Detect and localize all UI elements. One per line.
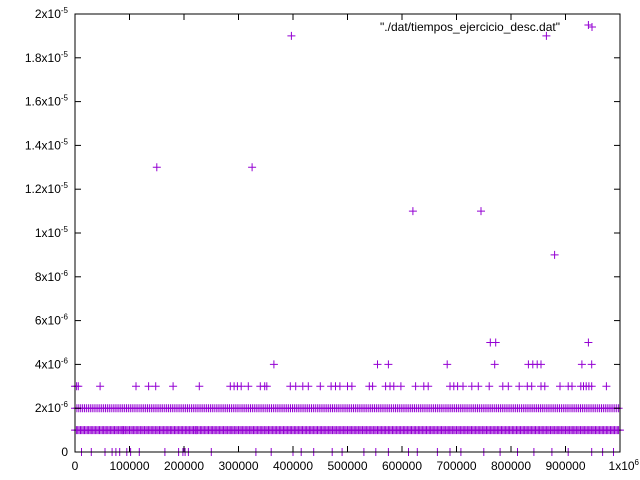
data-point: [169, 382, 178, 391]
data-point: [490, 360, 499, 369]
data-point: [584, 21, 593, 29]
data-point: [316, 382, 325, 391]
data-point: [577, 360, 586, 369]
legend-marker: [588, 23, 596, 31]
data-point: [556, 382, 564, 391]
data-point: [584, 338, 593, 347]
data-point: [602, 382, 611, 391]
data-point: [152, 163, 161, 172]
data-point: [485, 382, 494, 391]
data-point: [144, 382, 153, 391]
data-point: [291, 382, 300, 391]
data-point: [550, 250, 559, 259]
data-point: [396, 382, 405, 391]
y-tick-label: 1.4x10-5: [25, 137, 69, 152]
data-point: [474, 382, 483, 391]
data-point: [335, 382, 344, 391]
data-point: [119, 426, 127, 435]
legend-marker-plus: [588, 23, 596, 31]
data-point: [540, 382, 549, 391]
y-tick-label: 4x10-6: [35, 356, 69, 371]
data-point: [408, 207, 417, 216]
data-point: [287, 31, 296, 40]
data-point: [151, 382, 160, 391]
legend: "./dat/tiempos_ejercicio_desc.dat": [380, 20, 596, 34]
data-point: [304, 382, 313, 391]
data-point: [248, 163, 257, 172]
axis-ticks: [74, 13, 621, 453]
y-tick-label: 2x10-6: [35, 400, 69, 415]
data-point: [132, 382, 140, 391]
x-tick-label: 0: [72, 459, 79, 473]
y-tick-label: 1x10-5: [35, 225, 69, 240]
x-tick-label: 600000: [382, 459, 422, 473]
data-point: [424, 382, 433, 391]
x-tick-label: 200000: [164, 459, 204, 473]
x-tick-label: 700000: [436, 459, 476, 473]
y-tick-label: 1.2x10-5: [25, 181, 69, 196]
data-point: [269, 360, 278, 369]
x-tick-label: 800000: [491, 459, 531, 473]
x-tick-labels: 0 100000 200000 300000 400000 500000 600000 700…: [72, 458, 640, 473]
y-tick-label: 8x10-6: [35, 269, 69, 284]
data-point: [527, 382, 536, 391]
data-point: [504, 382, 513, 391]
x-tick-label: 400000: [273, 459, 313, 473]
legend-label: "./dat/tiempos_ejercicio_desc.dat": [380, 20, 560, 34]
data-point: [192, 426, 200, 435]
data-point: [491, 338, 500, 347]
data-point: [411, 382, 420, 391]
y-tick-labels: 0 2x10-6 4x10-6 6x10-6 8x10-6 1x10-5 1.2x10-5 1…: [25, 6, 69, 459]
data-point: [459, 382, 467, 391]
data-point: [587, 360, 596, 369]
data-point: [373, 360, 382, 369]
x-tick-label: 900000: [545, 459, 585, 473]
data-point: [389, 382, 398, 391]
x-tick-label: 500000: [327, 459, 367, 473]
x-tick-label: 1x106: [609, 458, 640, 473]
y-tick-label: 6x10-6: [35, 313, 69, 328]
data-point: [368, 382, 377, 391]
data-point: [244, 382, 253, 391]
data-point: [515, 382, 524, 391]
data-point: [237, 382, 246, 391]
data-point: [587, 382, 596, 391]
data-point: [384, 360, 393, 369]
data-point: [443, 360, 452, 369]
data-point: [96, 382, 105, 391]
y-tick-label: 2x10-5: [35, 6, 69, 21]
data-point: [568, 382, 576, 391]
data-point: [262, 382, 271, 391]
data-point: [195, 382, 204, 391]
x-tick-label: 100000: [109, 459, 149, 473]
y-tick-label: 0: [61, 445, 68, 459]
y-tick-label: 1.6x10-5: [25, 94, 69, 109]
data-point: [347, 382, 356, 391]
data-point: [537, 360, 545, 369]
data-point: [477, 207, 485, 216]
data-point: [74, 382, 83, 391]
data-point: [542, 31, 551, 40]
x-tick-label: 300000: [218, 459, 258, 473]
y-tick-label: 1.8x10-5: [25, 50, 69, 65]
